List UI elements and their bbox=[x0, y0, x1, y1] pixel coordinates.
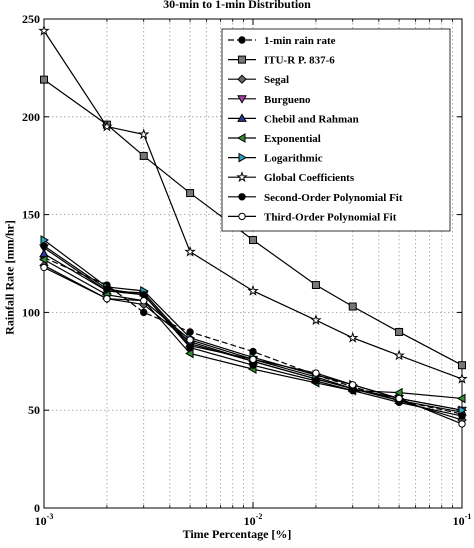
data-point bbox=[237, 74, 247, 84]
data-point bbox=[103, 295, 111, 303]
data-point bbox=[101, 120, 113, 132]
data-point bbox=[139, 151, 148, 160]
data-point bbox=[393, 349, 405, 361]
legend-label: Exponential bbox=[264, 133, 321, 145]
y-tick-label: 150 bbox=[22, 208, 40, 222]
data-point bbox=[186, 343, 194, 352]
series-group bbox=[38, 24, 468, 384]
legend-item: Exponential bbox=[228, 133, 321, 145]
data-point bbox=[40, 242, 48, 250]
data-point bbox=[238, 193, 246, 201]
data-point bbox=[237, 113, 247, 122]
data-point bbox=[186, 336, 194, 344]
chart-title: 30-min to 1-min Distribution bbox=[163, 0, 311, 11]
data-point bbox=[395, 394, 403, 403]
data-point bbox=[236, 133, 246, 143]
data-point bbox=[311, 281, 320, 290]
y-tick-label: 100 bbox=[22, 305, 40, 319]
legend-label: Global Coefficients bbox=[264, 172, 355, 184]
data-point bbox=[456, 393, 466, 404]
data-point bbox=[310, 314, 322, 326]
series-group bbox=[40, 263, 466, 428]
y-tick-label: 200 bbox=[22, 110, 40, 124]
data-point bbox=[458, 412, 466, 420]
data-point bbox=[238, 55, 246, 64]
data-point bbox=[137, 128, 150, 140]
legend-item: Logarithmic bbox=[228, 153, 323, 165]
data-point bbox=[38, 254, 48, 265]
legend-label: Burgueno bbox=[264, 94, 311, 106]
x-axis-label: Time Percentage [%] bbox=[182, 527, 292, 541]
legend-label: 1-min rain rate bbox=[264, 35, 336, 47]
legend-item: Global Coefficients bbox=[228, 171, 355, 184]
data-point bbox=[395, 327, 404, 336]
data-point bbox=[38, 24, 50, 36]
data-point bbox=[140, 296, 148, 305]
data-point bbox=[312, 377, 320, 385]
legend-label: ITU-R P. 837-6 bbox=[264, 55, 335, 67]
data-point bbox=[458, 361, 466, 370]
legend-item: 1-min rain rate bbox=[228, 35, 336, 47]
data-point bbox=[236, 171, 248, 183]
data-point bbox=[237, 95, 247, 104]
data-point bbox=[140, 308, 148, 317]
legend-label: Second-Order Polynomial Fit bbox=[264, 192, 403, 204]
data-point bbox=[103, 285, 111, 293]
data-point bbox=[185, 348, 194, 359]
data-point bbox=[184, 245, 196, 257]
y-axis-label: Rainfall Rate [mm/hr] bbox=[2, 220, 17, 335]
data-point bbox=[40, 75, 48, 84]
legend-item: Segal bbox=[228, 74, 289, 86]
data-point bbox=[186, 189, 195, 198]
legend-item: Third-Order Polynomial Fit bbox=[228, 211, 397, 223]
y-tick-label: 0 bbox=[34, 501, 40, 515]
data-point bbox=[249, 236, 257, 245]
legend-item: Second-Order Polynomial Fit bbox=[228, 192, 403, 204]
data-point bbox=[40, 263, 48, 272]
legend-label: Third-Order Polynomial Fit bbox=[264, 211, 397, 223]
legend-item: Burgueno bbox=[228, 94, 311, 106]
data-point bbox=[312, 369, 320, 377]
data-point bbox=[238, 152, 248, 163]
data-point bbox=[458, 420, 466, 428]
legend-item: ITU-R P. 837-6 bbox=[228, 55, 335, 67]
data-point bbox=[238, 36, 246, 44]
x-tick-label: 10-1 bbox=[453, 512, 472, 528]
data-point bbox=[249, 355, 257, 364]
y-tick-label: 250 bbox=[22, 12, 40, 26]
data-point bbox=[238, 212, 246, 221]
x-tick-label: 10-2 bbox=[244, 512, 263, 528]
legend-label: Logarithmic bbox=[264, 153, 323, 165]
data-point bbox=[40, 235, 50, 245]
data-point bbox=[458, 405, 468, 416]
data-point bbox=[39, 248, 49, 258]
data-point bbox=[346, 331, 359, 343]
data-point bbox=[456, 372, 468, 384]
y-tick-label: 50 bbox=[28, 403, 40, 417]
data-point bbox=[247, 284, 259, 296]
legend-label: Chebil and Rahman bbox=[264, 113, 359, 125]
legend-item: Chebil and Rahman bbox=[228, 113, 359, 125]
legend-label: Segal bbox=[264, 74, 289, 86]
data-point bbox=[349, 381, 357, 389]
legend-box bbox=[221, 28, 451, 232]
x-tick-label: 10-3 bbox=[35, 512, 54, 528]
data-point bbox=[394, 387, 403, 398]
data-point bbox=[348, 302, 357, 311]
